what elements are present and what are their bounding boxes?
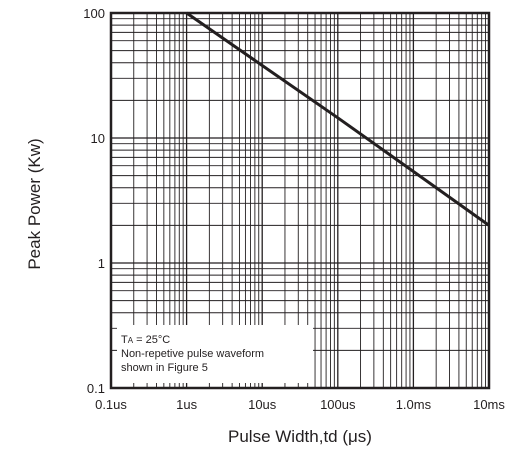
x-tick-label: 10ms <box>473 397 505 412</box>
y-tick-label: 1 <box>98 256 105 271</box>
annotation-line-3: shown in Figure 5 <box>121 362 208 374</box>
annotation-line-1: TA = 25°C <box>121 334 170 346</box>
x-tick-label: 1.0ms <box>396 397 432 412</box>
tick-labels: 0.1us 1us 10us 100us 1.0ms 10ms 0.1 1 10 100 <box>83 6 505 412</box>
x-tick-label: 1us <box>176 397 197 412</box>
x-tick-label: 0.1us <box>95 397 127 412</box>
series-line-peak-power <box>185 11 490 227</box>
y-axis-title: Peak Power (Kw) <box>25 138 44 269</box>
y-tick-label: 0.1 <box>87 381 105 396</box>
y-tick-label: 10 <box>91 131 105 146</box>
x-axis-title: Pulse Width,td (μs) <box>228 427 372 446</box>
annotation-line-2: Non-repetive pulse waveform <box>121 348 264 360</box>
y-tick-label: 100 <box>83 6 105 21</box>
annotation-box: TA = 25°C Non-repetive pulse waveform sh… <box>117 325 313 383</box>
plot-frame <box>109 11 491 390</box>
x-tick-label: 100us <box>320 397 356 412</box>
x-tick-label: 10us <box>248 397 277 412</box>
